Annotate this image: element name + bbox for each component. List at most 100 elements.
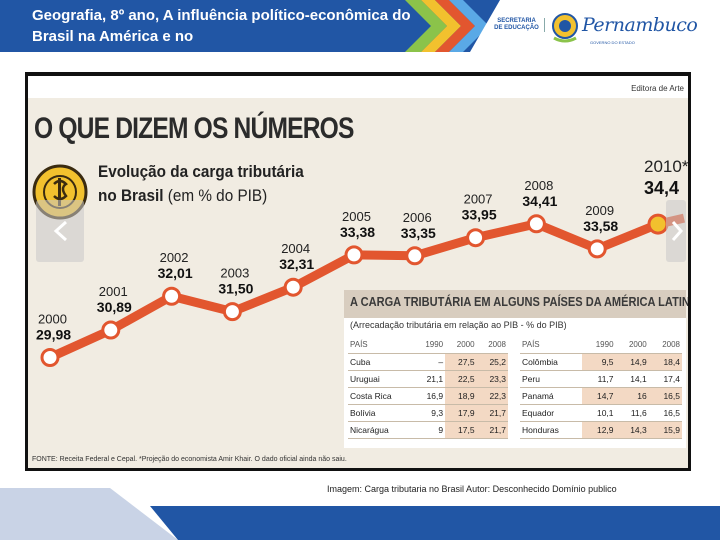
year-label: 2006 xyxy=(403,210,432,225)
data-point-2001 xyxy=(101,320,121,340)
year-label: 2000 xyxy=(38,312,67,327)
year-label: 2002 xyxy=(160,250,189,265)
year-label: 2001 xyxy=(99,284,128,299)
cell: Cuba xyxy=(348,353,414,371)
cell: – xyxy=(413,353,446,371)
infographic-image: Editora de Arte O QUE DIZEM OS NÚMEROS E… xyxy=(28,76,688,468)
cell: 23,3 xyxy=(476,370,508,388)
value-label: 33,58 xyxy=(583,218,618,234)
cell: Costa Rica xyxy=(348,387,414,405)
cell: 15,9 xyxy=(648,421,682,439)
year-label: 2009 xyxy=(585,203,614,218)
chart-subtitle-bold: no Brasil xyxy=(98,186,164,205)
pernambuco-logo: Pernambuco xyxy=(582,14,698,36)
table-header-bar: A CARGA TRIBUTÁRIA EM ALGUNS PAÍSES DA A… xyxy=(344,290,688,318)
cell: 14,9 xyxy=(615,353,649,371)
year-label: 2003 xyxy=(220,266,249,281)
cell: 18,4 xyxy=(648,353,682,371)
col-header: 1990 xyxy=(582,336,616,354)
value-label: 31,50 xyxy=(218,281,253,297)
data-point-2005 xyxy=(344,245,364,265)
cell: Colômbia xyxy=(520,353,583,371)
infographic-topbar: Editora de Arte xyxy=(28,76,688,98)
table-row: Panamá 14,7 16 16,5 xyxy=(520,387,682,405)
year-label: 2010* xyxy=(644,157,688,176)
coat-of-arms-icon xyxy=(552,13,578,43)
table-row: Cuba –27,5 25,2 xyxy=(348,353,508,371)
carousel-next-button[interactable] xyxy=(666,200,686,262)
col-header: 2000 xyxy=(445,336,477,354)
value-label: 32,01 xyxy=(158,265,193,281)
cell: 9,5 xyxy=(582,353,616,371)
slide-title: Geografia, 8º ano, A influência político… xyxy=(32,7,411,45)
data-point-2009 xyxy=(587,239,607,259)
cell: 11,7 xyxy=(582,370,616,388)
tax-table-left: PAÍS 1990 2000 2008 Cuba –27,5 25,2 Urugua… xyxy=(348,336,508,439)
data-point-2002 xyxy=(162,286,182,306)
value-label: 30,89 xyxy=(97,299,132,315)
cell: 11,6 xyxy=(615,404,649,422)
cell: Bolívia xyxy=(348,404,414,422)
chevron-right-icon xyxy=(671,221,684,241)
table-header-row: PAÍS 1990 2000 2008 xyxy=(348,336,508,354)
cell: 9,3 xyxy=(413,404,446,422)
cell: 25,2 xyxy=(476,353,508,371)
series-line xyxy=(48,213,686,362)
cell: 27,5 xyxy=(445,353,477,371)
value-label: 33,38 xyxy=(340,224,375,240)
value-label: 29,98 xyxy=(36,327,71,343)
cell: Equador xyxy=(520,404,583,422)
table-row: Costa Rica 16,9 18,9 22,3 xyxy=(348,387,508,405)
value-label: 34,41 xyxy=(522,193,557,209)
table-title: A CARGA TRIBUTÁRIA EM ALGUNS PAÍSES DA A… xyxy=(350,294,688,309)
secretaria-label: SECRETARIA DE EDUCAÇÃO xyxy=(493,18,545,32)
chart-subtitle: no Brasil (em % do PIB) xyxy=(98,186,267,206)
data-point-2003 xyxy=(222,302,242,322)
cell: 17,5 xyxy=(445,421,477,439)
col-header: 1990 xyxy=(413,336,446,354)
cell: 16,5 xyxy=(648,387,682,405)
cell: 16 xyxy=(615,387,649,405)
cell: 21,7 xyxy=(476,404,508,422)
slide-header: Geografia, 8º ano, A influência político… xyxy=(0,0,720,52)
col-header: 2000 xyxy=(615,336,649,354)
cell: 17,4 xyxy=(648,370,682,388)
cell: Honduras xyxy=(520,421,583,439)
cell: 9 xyxy=(413,421,446,439)
table-header-row: PAÍS 1990 2000 2008 xyxy=(520,336,682,354)
tax-table-right: PAÍS 1990 2000 2008 Colômbia 9,5 14,9 18,4 … xyxy=(520,336,682,439)
cell: Uruguai xyxy=(348,370,414,388)
table-row: Nicarágua 9 17,5 21,7 xyxy=(348,421,508,439)
table-row: Bolívia 9,3 17,9 21,7 xyxy=(348,404,508,422)
data-point-2004 xyxy=(283,277,303,297)
publisher-label: Editora de Arte xyxy=(631,84,684,93)
footer-decoration xyxy=(0,488,720,540)
year-label: 2007 xyxy=(464,192,493,207)
table-row: Equador 10,1 11,6 16,5 xyxy=(520,404,682,422)
cell: Nicarágua xyxy=(348,421,414,439)
table-row: Honduras 12,9 14,3 15,9 xyxy=(520,421,682,439)
table-row: Colômbia 9,5 14,9 18,4 xyxy=(520,353,682,371)
cell: Panamá xyxy=(520,387,583,405)
cell: 21,7 xyxy=(476,421,508,439)
cell: 21,1 xyxy=(413,370,446,388)
value-label: 33,35 xyxy=(401,225,436,241)
data-point-2008 xyxy=(526,214,546,234)
carousel-prev-button[interactable] xyxy=(36,200,84,262)
table-subtitle: (Arrecadação tributária em relação ao PI… xyxy=(350,320,567,330)
value-label: 34,4 xyxy=(644,178,679,198)
cell: 18,9 xyxy=(445,387,477,405)
col-header: PAÍS xyxy=(348,336,414,354)
col-header: PAÍS xyxy=(520,336,583,354)
value-label: 32,31 xyxy=(279,256,314,272)
pernambuco-sub: GOVERNO DO ESTADO xyxy=(590,40,635,45)
cell: 16,9 xyxy=(413,387,446,405)
table-row: Uruguai 21,1 22,5 23,3 xyxy=(348,370,508,388)
col-header: 2008 xyxy=(476,336,508,354)
cell: 22,3 xyxy=(476,387,508,405)
data-point-2006 xyxy=(405,246,425,266)
cell: 10,1 xyxy=(582,404,616,422)
data-point-2000 xyxy=(40,348,60,368)
data-point-2010 xyxy=(647,213,669,235)
